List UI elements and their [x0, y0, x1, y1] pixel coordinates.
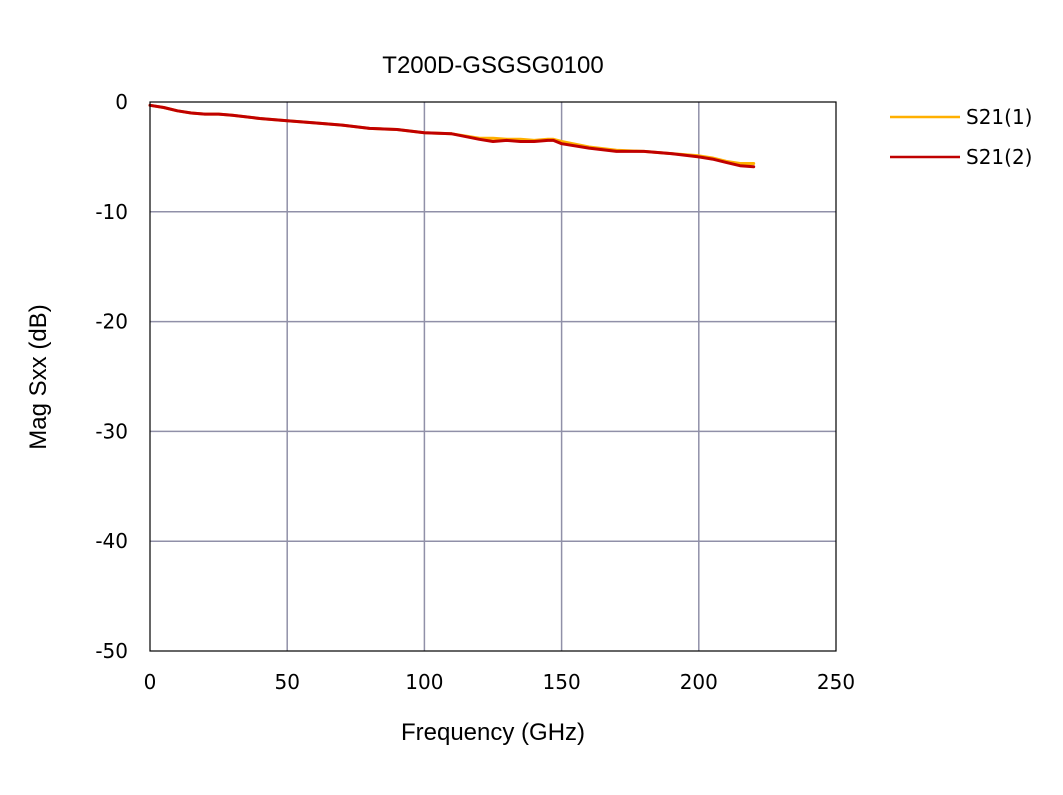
x-tick-label: 100: [405, 670, 443, 694]
x-tick-label: 50: [274, 670, 299, 694]
y-tick-label: 0: [115, 90, 128, 114]
y-tick-label: -40: [95, 529, 128, 553]
x-tick-label: 250: [817, 670, 855, 694]
plot-area: [150, 102, 836, 651]
series-line-2: [148, 103, 756, 169]
legend-label-1: S21(1): [966, 105, 1032, 129]
chart-title: T200D-GSGSG0100: [382, 52, 603, 79]
series-layer: [148, 103, 756, 169]
grid: [150, 102, 836, 651]
plot-frame: [149, 101, 837, 652]
x-tick-label: 0: [144, 670, 157, 694]
y-axis-label: Mag Sxx (dB): [25, 304, 52, 449]
x-tick-label: 150: [543, 670, 581, 694]
y-tick-label: -10: [95, 200, 128, 224]
y-tick-label: -20: [95, 310, 128, 334]
legend-label-2: S21(2): [966, 145, 1032, 169]
y-tick-label: -50: [95, 639, 128, 663]
tick-labels: 0 50 100 150 200 250 0 -10 -20 -30 -40 -50: [95, 90, 855, 694]
x-axis-label: Frequency (GHz): [401, 719, 585, 746]
y-tick-label: -30: [95, 419, 128, 443]
legend: S21(1) S21(2): [890, 105, 1032, 169]
x-tick-label: 200: [680, 670, 718, 694]
